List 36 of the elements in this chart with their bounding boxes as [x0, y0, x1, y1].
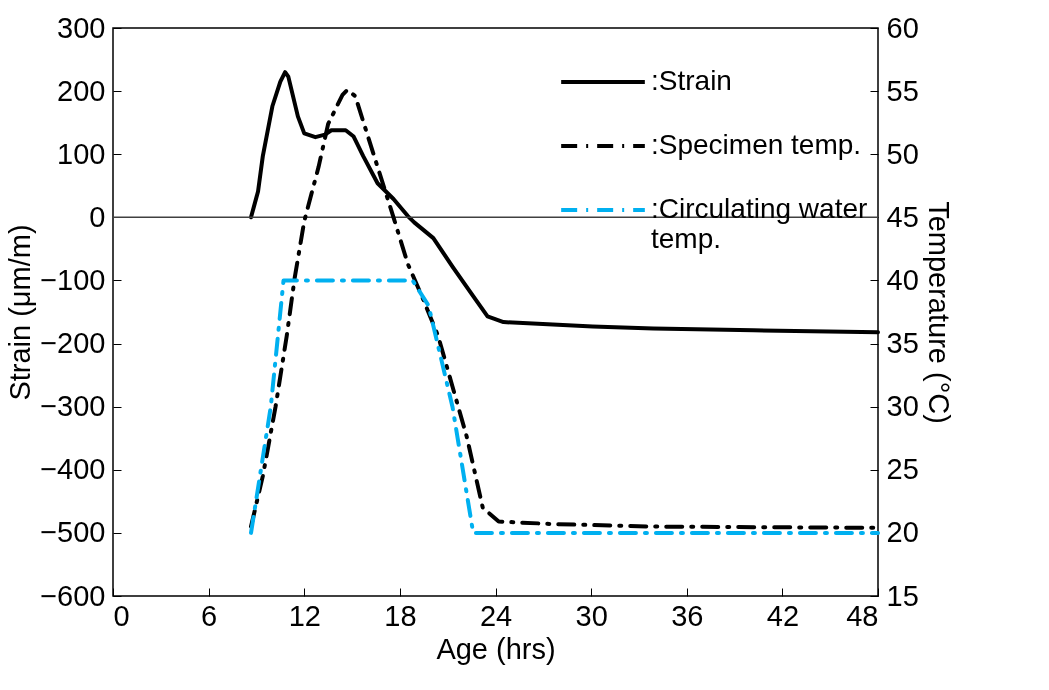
- x-tick-label: 48: [846, 599, 879, 632]
- y2-tick-label: 35: [886, 327, 919, 360]
- y2-tick-label: 45: [886, 200, 919, 233]
- y-tick-label: 200: [57, 74, 106, 107]
- y2-tick-label: 20: [886, 516, 919, 549]
- y2-tick-label: 50: [886, 137, 919, 170]
- line-series: [249, 278, 880, 535]
- y-tick-label: 100: [57, 137, 106, 170]
- y-tick-label: −200: [40, 327, 106, 360]
- y-tick-label: 0: [89, 200, 106, 233]
- y-tick-label: −100: [40, 263, 106, 296]
- x-tick-label: 24: [479, 599, 513, 632]
- x-tick-label: 12: [288, 599, 321, 632]
- x-tick-label: 42: [766, 599, 800, 632]
- y-tick-label: −300: [40, 390, 106, 423]
- legend-label: :Circulating water temp.: [651, 193, 868, 254]
- y2-tick-label: 40: [886, 263, 919, 296]
- x-tick-label: 36: [671, 599, 704, 632]
- legend-label: :Specimen temp.: [651, 129, 862, 160]
- y-tick-label: −600: [40, 579, 106, 612]
- y2-tick-label: 60: [886, 11, 919, 44]
- y2-tick-label: 15: [886, 579, 919, 612]
- x-tick-label: 0: [113, 599, 130, 632]
- y-axis-title: Strain (μm/m): [4, 224, 37, 401]
- y-tick-label: 300: [57, 11, 106, 44]
- y2-axis-title: Temperature (°C): [922, 201, 955, 424]
- y-tick-label: −500: [40, 516, 106, 549]
- legend-label: :Strain: [651, 65, 732, 96]
- x-tick-label: 18: [384, 599, 417, 632]
- x-tick-label: 6: [201, 599, 218, 632]
- y-tick-label: −400: [40, 453, 106, 486]
- y2-tick-label: 30: [886, 390, 919, 423]
- x-tick-label: 30: [575, 599, 608, 632]
- y2-tick-label: 25: [886, 453, 919, 486]
- x-axis-title: Age (hrs): [436, 632, 556, 665]
- y2-tick-label: 55: [886, 74, 919, 107]
